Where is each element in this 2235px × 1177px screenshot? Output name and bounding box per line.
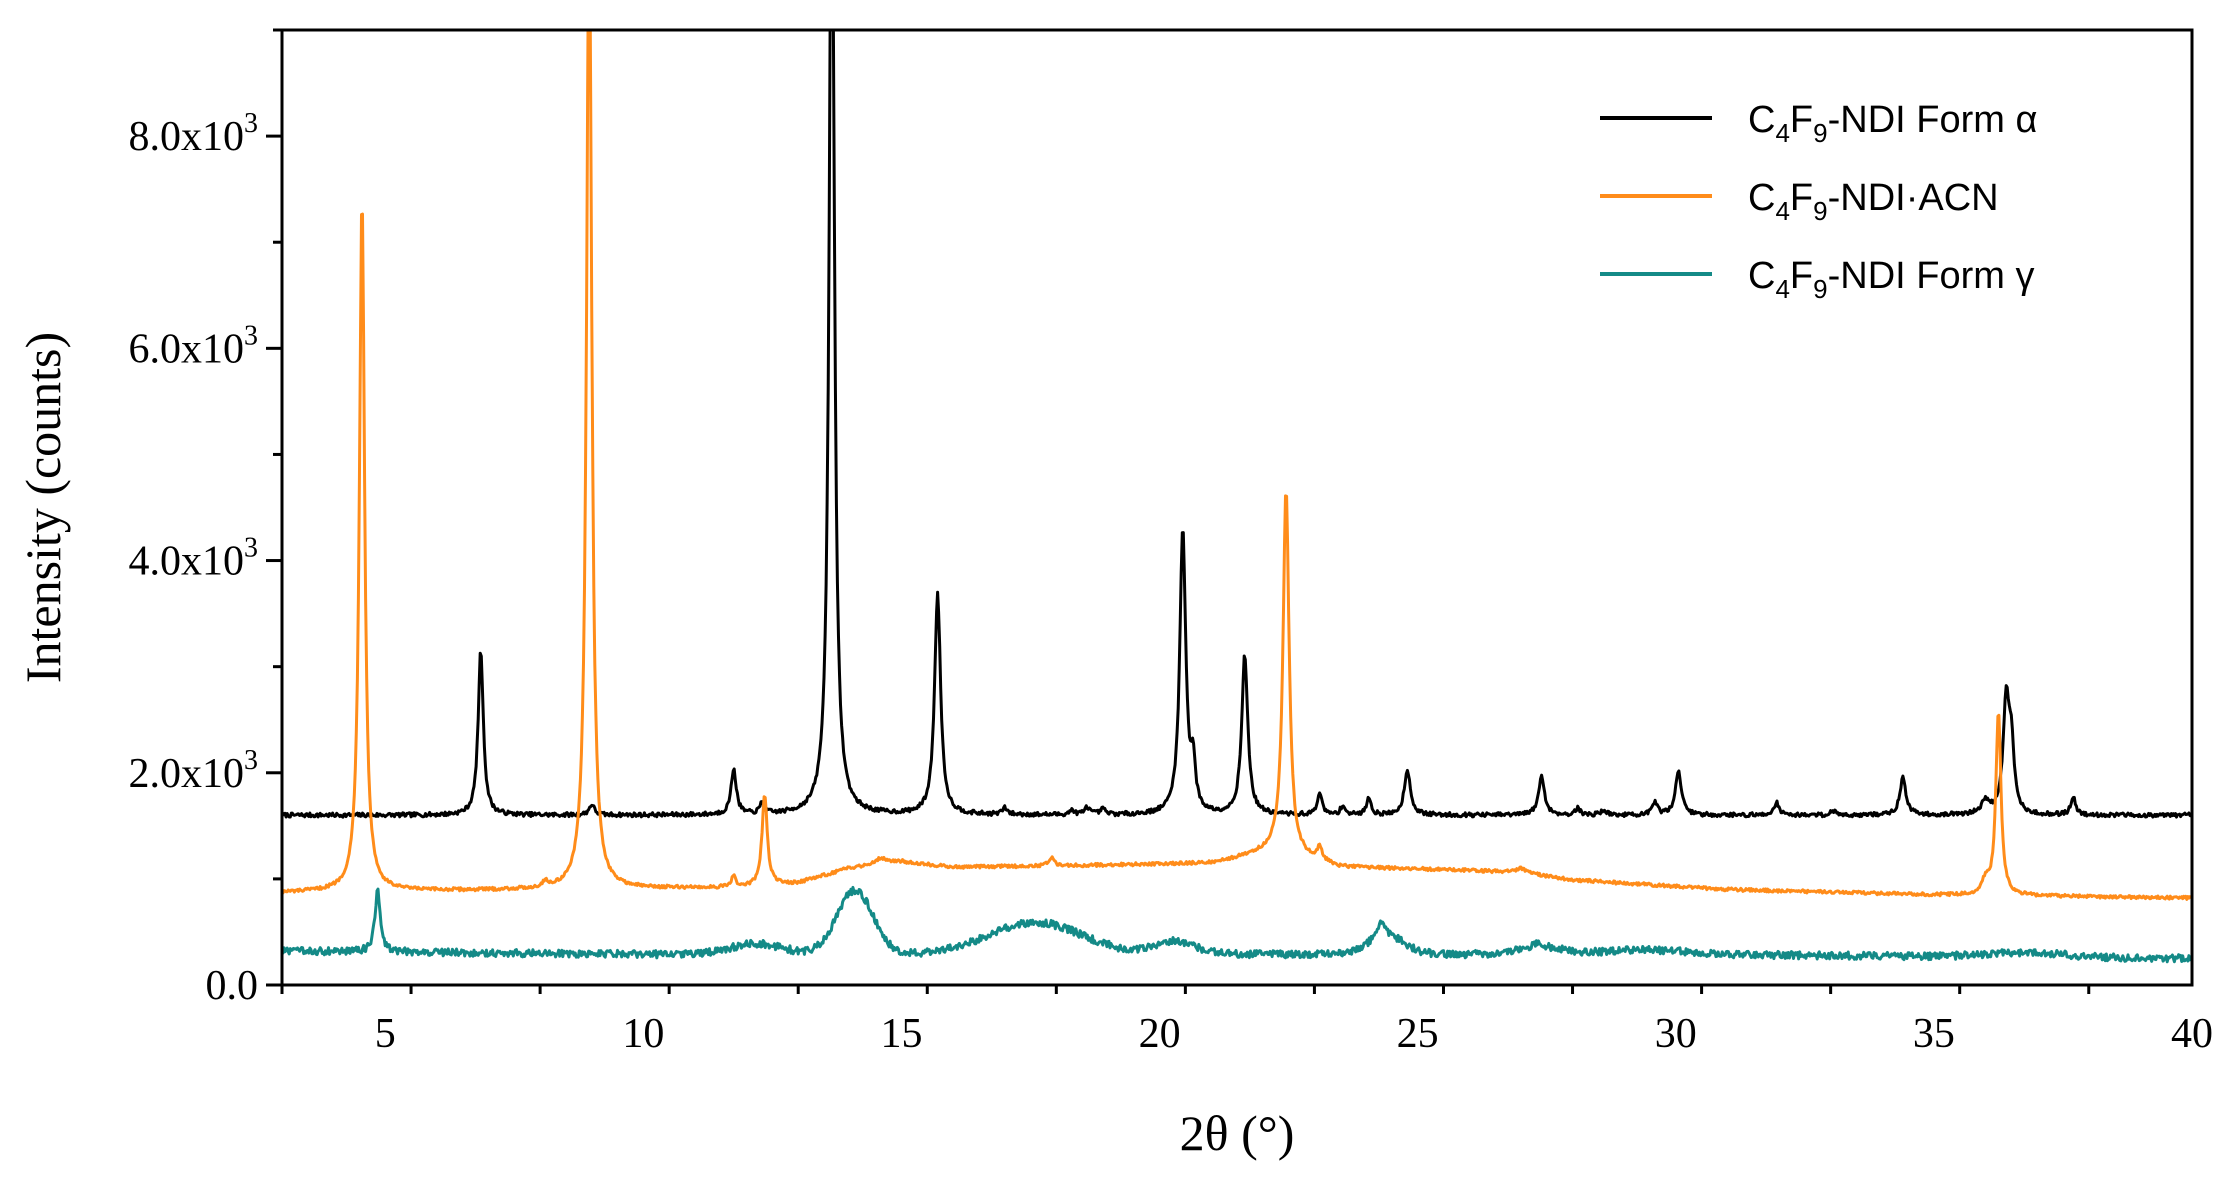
legend-label-part: 9	[1813, 118, 1827, 148]
y-tick-base: 8.0x10	[129, 114, 245, 160]
x-tick-label: 20	[1139, 1011, 1181, 1057]
legend-label-part: F	[1790, 255, 1813, 297]
series-layer	[282, 30, 2192, 964]
legend-label: C4F9-NDI Form γ	[1748, 255, 2034, 304]
y-tick-base: 2.0x10	[129, 751, 245, 797]
series-line	[282, 885, 2192, 964]
x-tick-label: 35	[1913, 1011, 1955, 1057]
legend-label: C4F9-NDI·ACN	[1748, 177, 1999, 226]
series-group	[282, 30, 2192, 964]
legend-label-part: 4	[1775, 118, 1789, 148]
legend-label-part: C	[1748, 99, 1775, 141]
legend-label-part: 4	[1775, 274, 1789, 304]
y-tick-exponent: 3	[244, 320, 258, 351]
x-tick-label: 10	[622, 1011, 664, 1057]
y-tick-exponent: 3	[244, 745, 258, 776]
legend-label-part: C	[1748, 177, 1775, 219]
plot-frame	[280, 28, 2194, 987]
legend-label-part: C	[1748, 255, 1775, 297]
series-line	[282, 30, 2192, 901]
x-axis: 5 10 15 20 25 30 35 40	[280, 985, 2213, 1057]
legend-label-part: -NDI·ACN	[1828, 177, 1999, 219]
y-tick-label: 0.0	[206, 963, 259, 1009]
legend-label-part: 9	[1813, 274, 1827, 304]
y-tick-base: 6.0x10	[129, 326, 245, 372]
x-tick-label: 40	[2171, 1011, 2213, 1057]
y-tick-base: 0.0	[206, 963, 259, 1009]
y-tick-exponent: 3	[244, 533, 258, 564]
x-axis-title: 2θ (°)	[1180, 1105, 1295, 1161]
x-tick-label: 15	[880, 1011, 922, 1057]
legend-label-part: F	[1790, 177, 1813, 219]
legend-label-part: -NDI Form α	[1828, 99, 2038, 141]
x-tick-label: 5	[375, 1011, 396, 1057]
y-tick-label: 2.0x103	[129, 745, 259, 797]
legend-label-part: 4	[1775, 196, 1789, 226]
legend-label-part: F	[1790, 99, 1813, 141]
y-tick-label: 4.0x103	[129, 533, 259, 585]
x-tick-label: 30	[1655, 1011, 1697, 1057]
y-tick-label: 8.0x103	[129, 108, 259, 160]
legend-label-part: -NDI Form γ	[1828, 255, 2035, 297]
legend-label: C4F9-NDI Form α	[1748, 99, 2037, 148]
y-tick-label: 6.0x103	[129, 320, 259, 372]
y-axis-title: Intensity (counts)	[15, 332, 71, 683]
y-tick-exponent: 3	[244, 108, 258, 139]
legend-label-part: 9	[1813, 196, 1827, 226]
y-tick-base: 4.0x10	[129, 539, 245, 585]
x-tick-label: 25	[1397, 1011, 1439, 1057]
